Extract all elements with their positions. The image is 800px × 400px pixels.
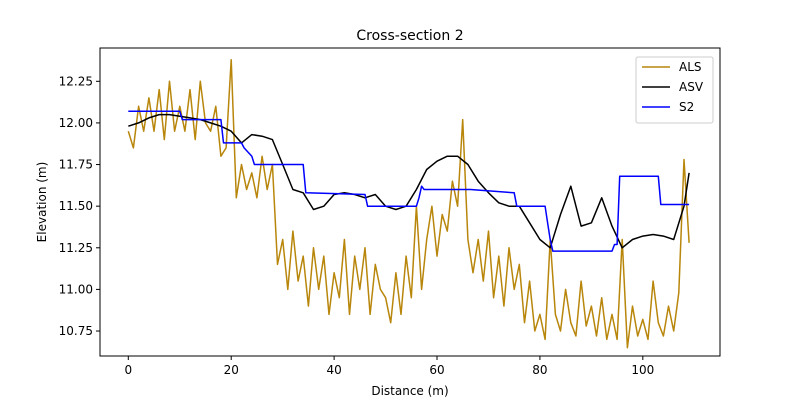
x-tick-label: 100 [631, 363, 654, 377]
y-tick-label: 11.75 [59, 158, 93, 172]
x-tick-label: 80 [532, 363, 547, 377]
y-tick-label: 12.00 [59, 116, 93, 130]
y-axis-label: Elevation (m) [35, 162, 49, 243]
series-line-asv [128, 113, 690, 249]
plot-frame [99, 47, 721, 357]
x-axis: 0 20 40 60 80 100 [124, 356, 654, 377]
y-tick-label: 11.00 [59, 282, 93, 296]
series-line-als [127, 58, 690, 349]
y-tick-label: 12.25 [59, 74, 93, 88]
legend-label-als: ALS [679, 60, 702, 74]
x-tick-label: 20 [224, 363, 239, 377]
legend-label-asv: ASV [679, 80, 704, 94]
series-layer [127, 58, 690, 349]
series-line-s2 [128, 110, 690, 252]
x-tick-label: 0 [124, 363, 132, 377]
y-tick-label: 11.50 [59, 199, 93, 213]
y-tick-label: 11.25 [59, 241, 93, 255]
x-axis-label: Distance (m) [371, 384, 448, 398]
y-axis: 10.75 11.00 11.25 11.50 11.75 12.00 12.25 [59, 74, 100, 338]
chart-title: Cross-section 2 [356, 28, 463, 44]
x-tick-label: 40 [326, 363, 341, 377]
legend: ALS ASV S2 [635, 56, 714, 124]
y-tick-label: 10.75 [59, 324, 93, 338]
legend-label-s2: S2 [679, 100, 694, 114]
x-tick-label: 60 [429, 363, 444, 377]
